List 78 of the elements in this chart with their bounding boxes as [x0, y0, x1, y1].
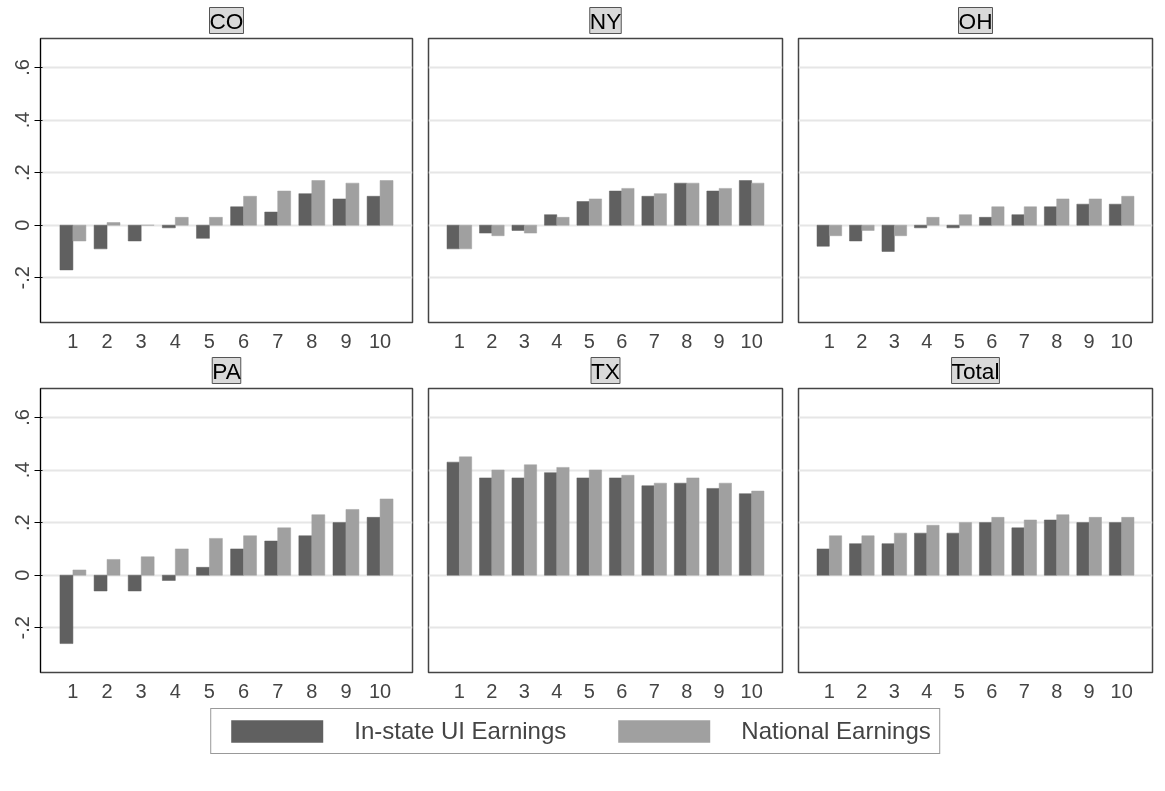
chart-title: TX: [591, 357, 620, 384]
x-tick-label: 10: [368, 679, 392, 702]
x-tick-label: 5: [953, 329, 965, 352]
y-tick-label: .6: [11, 59, 34, 76]
x-tick-label: 3: [135, 329, 147, 352]
x-tick-label: 2: [486, 329, 498, 352]
x-tick-label: 8: [306, 679, 318, 702]
x-tick-label: 6: [986, 329, 998, 352]
y-tick-label: .6: [11, 409, 34, 426]
x-tick-label: 5: [583, 329, 595, 352]
chart-title: Total: [951, 357, 1000, 384]
x-tick-label: 10: [740, 679, 763, 702]
chart-title: OH: [958, 7, 993, 34]
x-tick-label: 9: [340, 679, 352, 702]
x-tick-label: 8: [1051, 329, 1063, 352]
x-tick-label: 9: [713, 329, 725, 352]
chart-title: NY: [589, 7, 622, 34]
x-tick-label: 2: [101, 679, 113, 702]
x-tick-label: 8: [681, 679, 693, 702]
x-tick-label: 1: [67, 679, 79, 702]
x-tick-label: 4: [921, 679, 933, 702]
y-tick-label: -.2: [11, 616, 34, 640]
x-tick-label: 10: [740, 329, 763, 352]
x-tick-label: 5: [953, 679, 965, 702]
legend-label: National Earnings: [741, 717, 931, 745]
x-tick-label: 4: [169, 679, 181, 702]
x-tick-label: 8: [306, 329, 318, 352]
x-tick-label: 7: [1018, 329, 1030, 352]
x-tick-label: 5: [583, 679, 595, 702]
y-tick-label: .2: [11, 514, 34, 531]
x-tick-label: 6: [616, 329, 628, 352]
x-tick-label: 5: [203, 329, 215, 352]
x-tick-label: 3: [888, 679, 900, 702]
x-tick-label: 3: [518, 329, 530, 352]
legend-label: In-state UI Earnings: [354, 717, 567, 745]
x-tick-label: 4: [551, 679, 563, 702]
x-tick-label: 9: [340, 329, 352, 352]
x-tick-label: 9: [713, 679, 725, 702]
x-tick-label: 9: [1083, 679, 1095, 702]
x-tick-label: 5: [203, 679, 215, 702]
x-tick-label: 7: [1018, 679, 1030, 702]
x-tick-label: 4: [169, 329, 181, 352]
x-tick-label: 1: [67, 329, 79, 352]
y-tick-label: 0: [11, 219, 34, 231]
y-tick-label: 0: [11, 569, 34, 581]
x-tick-label: 8: [681, 329, 693, 352]
x-tick-label: 7: [648, 679, 660, 702]
x-tick-label: 1: [823, 329, 835, 352]
x-tick-label: 1: [453, 679, 465, 702]
x-tick-label: 1: [453, 329, 465, 352]
x-tick-label: 6: [238, 679, 250, 702]
y-tick-label: .4: [11, 461, 34, 479]
chart-title: PA: [212, 357, 242, 384]
x-tick-label: 4: [921, 329, 933, 352]
x-tick-label: 10: [1110, 329, 1133, 352]
x-tick-label: 7: [648, 329, 660, 352]
x-tick-label: 6: [986, 679, 998, 702]
x-tick-label: 3: [518, 679, 530, 702]
chart-title: CO: [209, 7, 244, 34]
x-tick-label: 3: [888, 329, 900, 352]
x-tick-label: 6: [238, 329, 250, 352]
x-tick-label: 2: [856, 679, 868, 702]
x-tick-label: 2: [101, 329, 113, 352]
x-tick-label: 10: [368, 329, 392, 352]
x-tick-label: 6: [616, 679, 628, 702]
x-tick-label: 10: [1110, 679, 1133, 702]
x-tick-label: 4: [551, 329, 563, 352]
x-tick-label: 9: [1083, 329, 1095, 352]
y-tick-label: .2: [11, 164, 34, 181]
x-tick-label: 2: [486, 679, 498, 702]
x-tick-label: 7: [272, 679, 284, 702]
x-tick-label: 2: [856, 329, 868, 352]
x-tick-label: 3: [135, 679, 147, 702]
x-tick-label: 7: [272, 329, 284, 352]
x-tick-label: 1: [823, 679, 835, 702]
x-tick-label: 8: [1051, 679, 1063, 702]
y-tick-label: .4: [11, 111, 34, 129]
y-tick-label: -.2: [11, 266, 34, 290]
